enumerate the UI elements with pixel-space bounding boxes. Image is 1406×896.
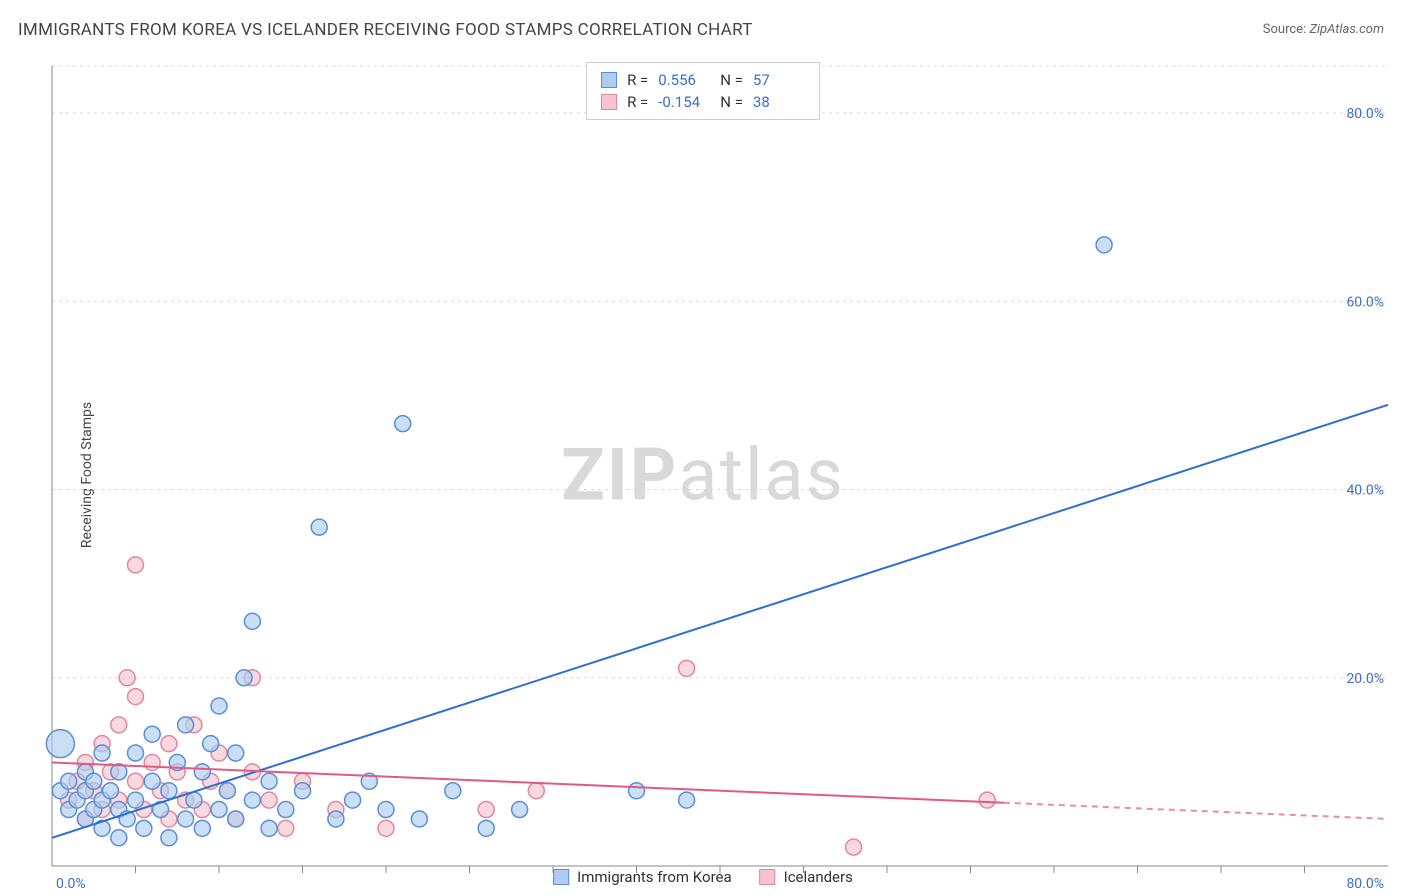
- svg-text:40.0%: 40.0%: [1346, 483, 1384, 499]
- swatch-series1: [601, 72, 617, 88]
- r-value-series1: 0.556: [658, 71, 710, 89]
- n-value-series1: 57: [753, 71, 805, 89]
- svg-text:20.0%: 20.0%: [1346, 671, 1384, 687]
- legend-item-series1: Immigrants from Korea: [553, 868, 731, 886]
- svg-text:80.0%: 80.0%: [1346, 876, 1384, 892]
- n-value-series2: 38: [753, 93, 805, 111]
- n-label: N =: [720, 93, 743, 111]
- n-label: N =: [720, 71, 743, 89]
- legend-label-series2: Icelanders: [784, 868, 853, 886]
- stats-row-series1: R = 0.556 N = 57: [601, 69, 805, 91]
- legend: Immigrants from Korea Icelanders: [553, 868, 853, 886]
- chart-area: Receiving Food Stamps ZIPatlas 20.0%40.0…: [0, 58, 1406, 892]
- svg-text:80.0%: 80.0%: [1346, 106, 1384, 122]
- legend-label-series1: Immigrants from Korea: [577, 868, 731, 886]
- source-name: ZipAtlas.com: [1309, 22, 1384, 37]
- source-attribution: Source: ZipAtlas.com: [1263, 22, 1384, 37]
- svg-text:60.0%: 60.0%: [1346, 294, 1384, 310]
- r-label: R =: [627, 93, 648, 111]
- chart-title: IMMIGRANTS FROM KOREA VS ICELANDER RECEI…: [18, 20, 753, 40]
- legend-swatch-series2: [760, 869, 776, 885]
- source-prefix: Source:: [1263, 22, 1310, 37]
- legend-item-series2: Icelanders: [760, 868, 853, 886]
- r-label: R =: [627, 71, 648, 89]
- plot-svg-wrap: 20.0% 40.0% 60.0% 80.0% 0.0% 80.0%: [0, 58, 1406, 892]
- scatter-plot: 20.0% 40.0% 60.0% 80.0% 0.0% 80.0%: [0, 58, 1406, 892]
- stats-row-series2: R = -0.154 N = 38: [601, 91, 805, 113]
- r-value-series2: -0.154: [658, 93, 710, 111]
- svg-text:0.0%: 0.0%: [56, 876, 86, 892]
- swatch-series2: [601, 94, 617, 110]
- correlation-stats-box: R = 0.556 N = 57 R = -0.154 N = 38: [586, 62, 820, 120]
- legend-swatch-series1: [553, 869, 569, 885]
